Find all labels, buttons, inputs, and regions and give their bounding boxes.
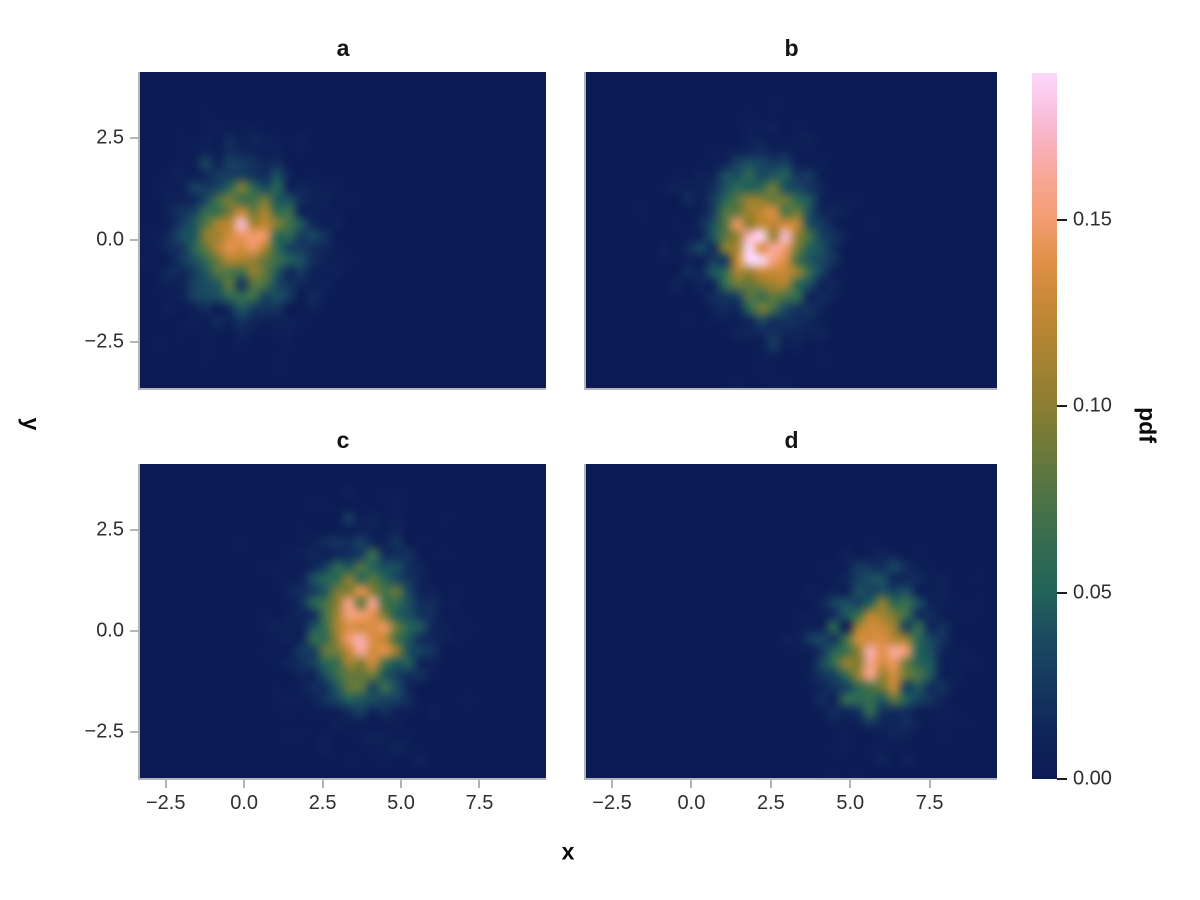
- panel-a-bottom-spine: [138, 388, 546, 390]
- y-tick-label: 2.5: [96, 518, 124, 541]
- y-tick-mark: [130, 238, 138, 241]
- panel-b-heatmap: [586, 72, 997, 388]
- x-tick-label: 2.5: [308, 792, 337, 814]
- panel-d-title: d: [784, 427, 799, 453]
- panel-c-heatmap: [140, 464, 546, 778]
- x-tick-label: 5.0: [387, 792, 415, 814]
- y-tick-label: 2.5: [96, 126, 124, 149]
- panel-c-bottom-spine: [138, 778, 546, 780]
- panel-c-left-spine: [138, 464, 140, 780]
- y-tick-mark: [130, 340, 138, 343]
- y-tick-label: −2.5: [84, 330, 124, 353]
- colorbar-tick-label: 0.05: [1073, 581, 1112, 604]
- x-tick-mark: [243, 780, 246, 788]
- colorbar-label: pdf: [1134, 407, 1161, 443]
- panel-a-title: a: [336, 35, 350, 61]
- x-tick-label: 0.0: [230, 792, 259, 814]
- colorbar-tick-mark: [1057, 591, 1067, 594]
- x-tick-label: 0.0: [677, 792, 706, 814]
- x-tick-mark: [928, 780, 931, 788]
- panel-b-bottom-spine: [584, 388, 997, 390]
- panel-a-heatmap: [140, 72, 546, 388]
- y-tick-label: 0.0: [96, 228, 124, 251]
- colorbar-tick-mark: [1057, 218, 1067, 221]
- colorbar-tick-label: 0.10: [1073, 394, 1112, 417]
- colorbar-tick-label: 0.15: [1073, 208, 1112, 231]
- panel-a-left-spine: [138, 72, 140, 390]
- x-tick-label: −2.5: [145, 792, 186, 814]
- x-tick-mark: [690, 780, 693, 788]
- y-tick-label: −2.5: [84, 720, 124, 743]
- y-tick-mark: [130, 528, 138, 531]
- x-tick-label: 5.0: [836, 792, 865, 814]
- panel-b-left-spine: [584, 72, 586, 390]
- x-tick-mark: [611, 780, 614, 788]
- x-tick-label: −2.5: [592, 792, 632, 814]
- x-tick-mark: [769, 780, 772, 788]
- x-tick-mark: [478, 780, 481, 788]
- x-tick-label: 7.5: [465, 792, 494, 814]
- colorbar-tick-label: 0.00: [1073, 767, 1112, 790]
- panel-d-left-spine: [584, 464, 586, 780]
- x-tick-mark: [321, 780, 324, 788]
- panel-d-bottom-spine: [584, 778, 997, 780]
- y-tick-mark: [130, 731, 138, 734]
- y-axis-label: y: [18, 417, 45, 431]
- y-tick-mark: [130, 629, 138, 632]
- y-tick-label: 0.0: [96, 619, 124, 642]
- x-tick-mark: [164, 780, 167, 788]
- panel-c-title: c: [336, 427, 350, 453]
- x-axis-label: x: [561, 838, 575, 865]
- colorbar-tick-mark: [1057, 778, 1067, 780]
- x-tick-mark: [849, 780, 852, 788]
- panel-b-title: b: [784, 35, 799, 61]
- x-tick-mark: [400, 780, 403, 788]
- colorbar-gradient: [1032, 73, 1057, 779]
- x-tick-label: 2.5: [756, 792, 785, 814]
- colorbar-tick-mark: [1057, 405, 1067, 408]
- panel-d-heatmap: [586, 464, 997, 778]
- y-tick-mark: [130, 137, 138, 140]
- x-tick-label: 7.5: [915, 792, 944, 814]
